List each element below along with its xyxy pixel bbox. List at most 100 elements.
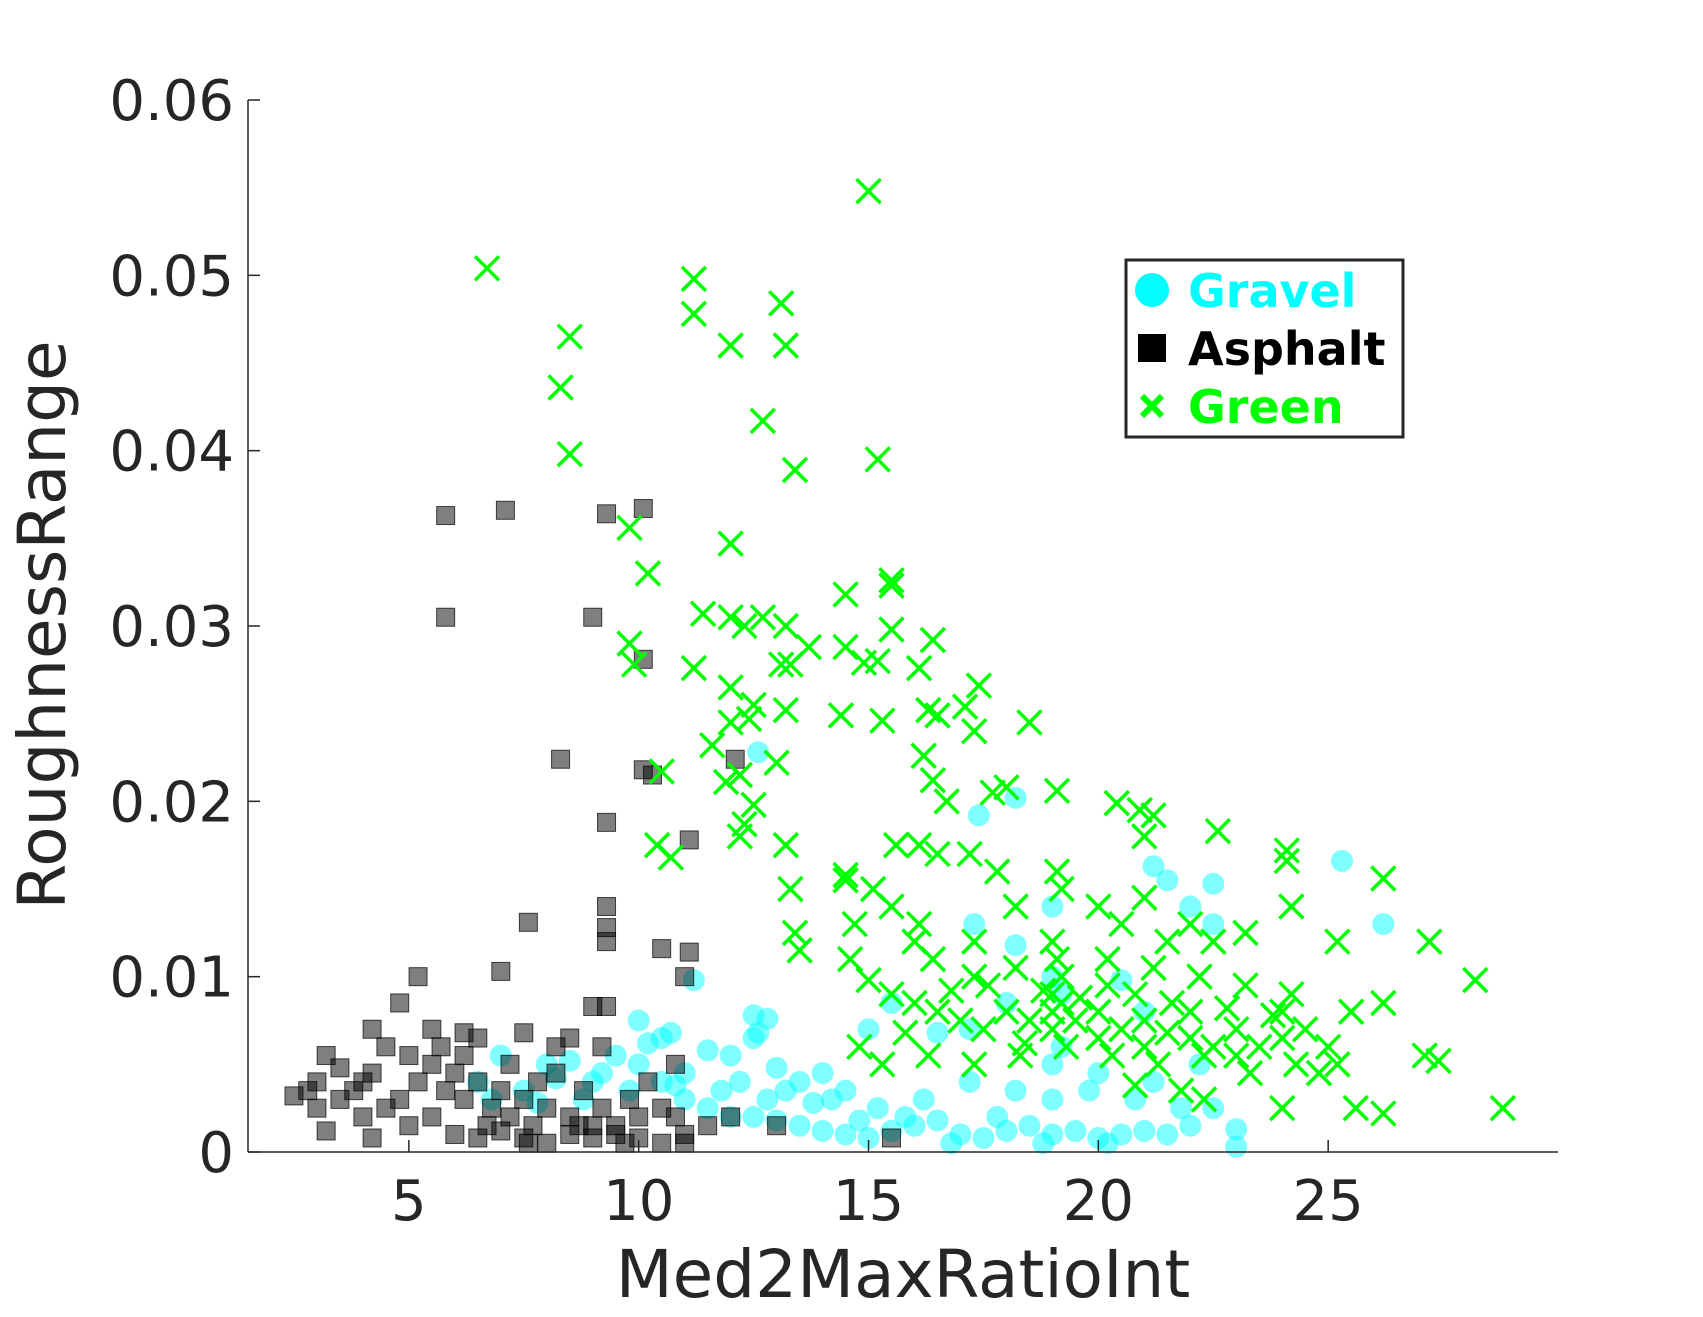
point-gravel [1179, 895, 1202, 918]
point-green [938, 977, 965, 1004]
point-asphalt [592, 1098, 612, 1118]
point-gravel [1004, 1079, 1027, 1102]
point-green [740, 691, 767, 719]
point-gravel [834, 1123, 857, 1146]
legend-label-asphalt: Asphalt [1188, 322, 1385, 376]
point-asphalt [597, 504, 617, 524]
point-asphalt [597, 996, 617, 1016]
point-asphalt [537, 1098, 557, 1118]
point-green [1489, 1094, 1517, 1122]
point-gravel [972, 1126, 995, 1149]
point-green [1278, 893, 1305, 920]
point-gravel [664, 1074, 687, 1097]
point-green [983, 858, 1011, 885]
point-green [1190, 1086, 1218, 1113]
point-green [1204, 817, 1232, 845]
point-green [919, 626, 947, 654]
point-green [772, 696, 800, 724]
point-gravel [1156, 869, 1179, 892]
x-ticks: 5 10 15 20 25 [391, 1140, 1364, 1234]
legend-label-green: Green [1188, 380, 1344, 434]
point-asphalt [436, 1081, 456, 1101]
point-gravel [747, 741, 770, 764]
point-green [1011, 1030, 1039, 1057]
point-green [951, 693, 979, 720]
point-green [1043, 858, 1071, 885]
point-gravel [926, 1109, 949, 1132]
point-green [749, 407, 777, 435]
point-gravel [967, 804, 990, 827]
point-asphalt [307, 1098, 327, 1118]
point-green [1043, 777, 1071, 805]
point-asphalt [546, 1037, 566, 1057]
point-asphalt [642, 765, 662, 785]
point-asphalt [468, 1028, 488, 1048]
point-asphalt [390, 993, 410, 1013]
point-asphalt [445, 1063, 465, 1083]
point-green [961, 963, 988, 990]
point-green [1291, 1016, 1319, 1043]
point-gravel [742, 1105, 765, 1128]
point-asphalt [597, 812, 617, 832]
point-asphalt [491, 1081, 511, 1101]
point-asphalt [454, 1046, 474, 1066]
point-green [1268, 1024, 1296, 1052]
point-green [910, 742, 937, 769]
series-asphalt [284, 499, 902, 1153]
point-green [731, 612, 758, 640]
point-green [781, 919, 809, 947]
point-gravel [811, 1119, 834, 1142]
point-green [1268, 1094, 1296, 1122]
point-green [1342, 1094, 1369, 1122]
point-green [919, 767, 947, 794]
point-green [712, 768, 740, 796]
point-gravel [866, 1097, 889, 1120]
point-asphalt [665, 1107, 685, 1127]
legend-item-gravel: Gravel [1135, 264, 1356, 318]
point-green [1236, 1059, 1264, 1087]
point-green [855, 966, 882, 994]
point-asphalt [399, 1116, 419, 1136]
point-asphalt [583, 607, 603, 627]
point-green [1121, 1072, 1149, 1099]
point-green [836, 945, 864, 973]
point-green [878, 980, 905, 1008]
point-green [1177, 910, 1204, 938]
y-tick-label: 0.01 [109, 946, 234, 1011]
point-green [547, 374, 574, 401]
point-asphalt [606, 1116, 626, 1136]
point-gravel [912, 1088, 935, 1111]
point-green [933, 788, 960, 815]
point-green [767, 651, 795, 678]
point-green [1016, 709, 1043, 736]
point-green [620, 651, 648, 678]
point-green [767, 290, 795, 317]
point-asphalt [422, 1019, 442, 1039]
point-gravel [857, 1126, 880, 1149]
point-gravel [894, 1105, 917, 1128]
point-green [556, 440, 583, 468]
point-green [1043, 945, 1071, 973]
point-asphalt [362, 1063, 382, 1083]
point-asphalt [523, 1116, 543, 1136]
point-gravel [788, 1114, 811, 1137]
point-gravel [1032, 1132, 1055, 1155]
point-green [1131, 1007, 1158, 1034]
point-green [1305, 1059, 1333, 1087]
point-green [1245, 1033, 1273, 1061]
legend-item-green: Green [1139, 380, 1344, 434]
point-green [878, 572, 905, 599]
point-green [905, 910, 933, 938]
point-green [1085, 998, 1112, 1025]
point-green [832, 866, 859, 894]
point-green [846, 1033, 873, 1061]
point-asphalt [390, 1089, 410, 1109]
point-asphalt [551, 749, 571, 769]
point-asphalt [665, 1054, 685, 1074]
point-green [1186, 963, 1213, 990]
point-green [795, 633, 823, 661]
legend-item-asphalt: Asphalt [1138, 322, 1385, 376]
point-gravel [926, 1021, 949, 1044]
point-green [993, 774, 1020, 801]
